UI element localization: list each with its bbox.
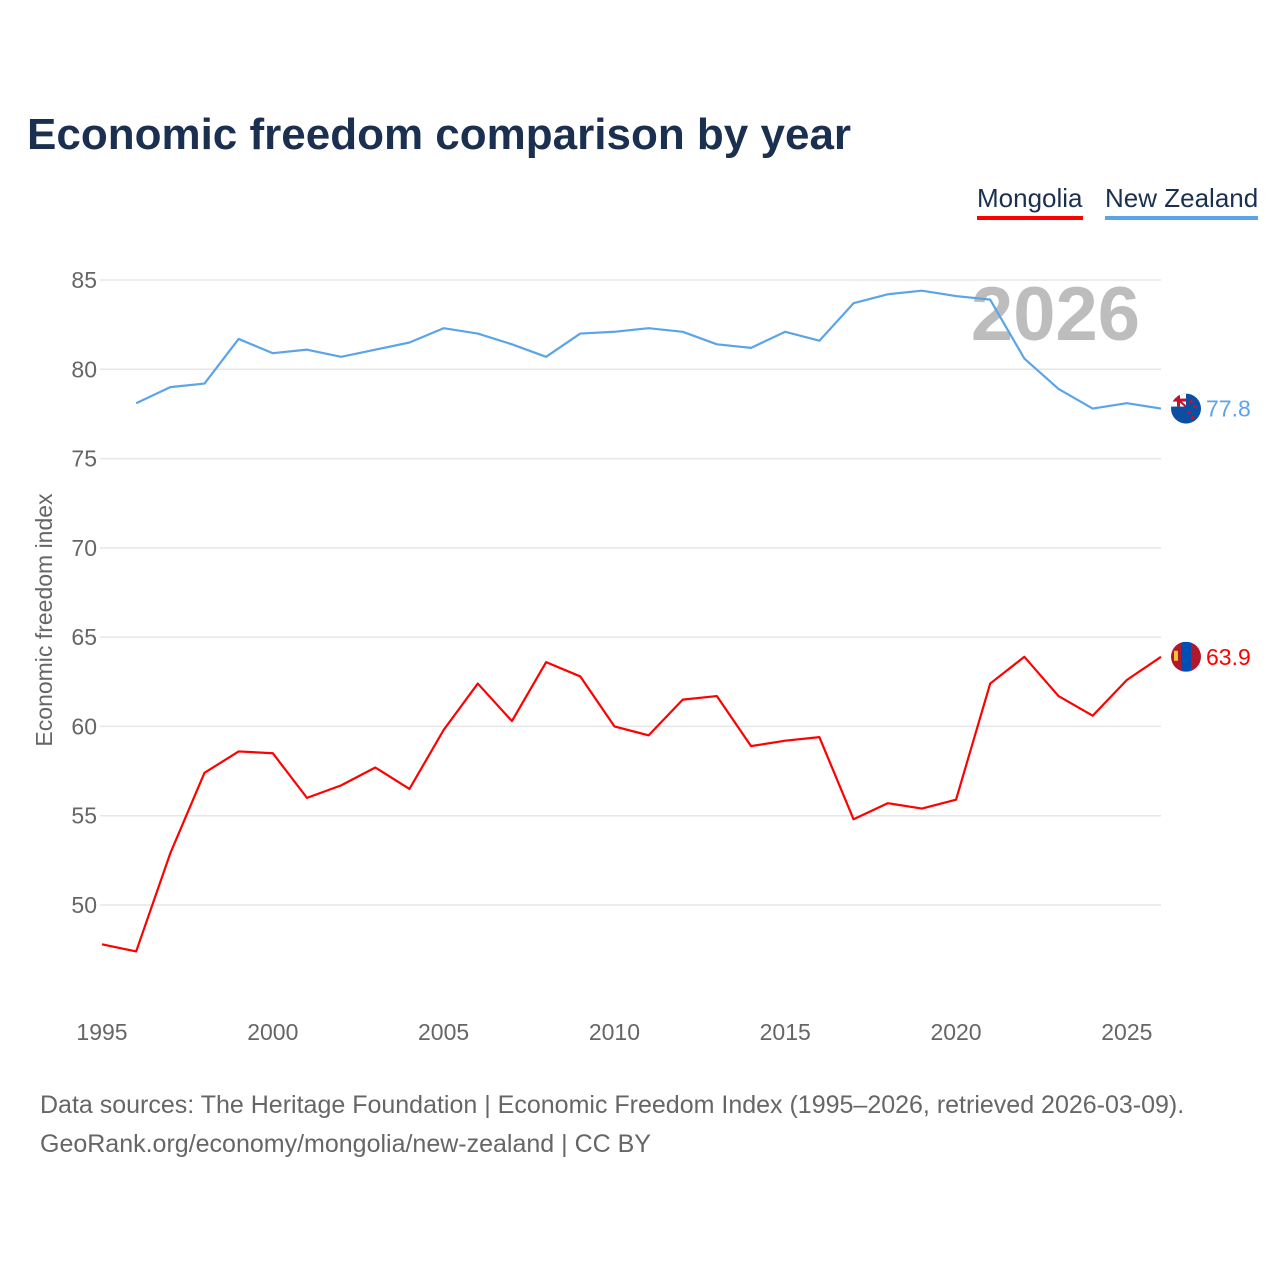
data-point[interactable] [134, 949, 138, 953]
data-point[interactable] [237, 337, 241, 341]
y-axis-label: Economic freedom index [31, 493, 57, 747]
data-point[interactable] [852, 817, 856, 821]
data-point[interactable] [202, 382, 206, 386]
data-point[interactable] [1022, 655, 1026, 659]
data-point[interactable] [749, 346, 753, 350]
data-point[interactable] [442, 728, 446, 732]
y-tick-label: 55 [71, 803, 97, 829]
data-point[interactable] [237, 749, 241, 753]
data-point[interactable] [100, 942, 104, 946]
data-point[interactable] [271, 351, 275, 355]
data-point[interactable] [988, 682, 992, 686]
data-point[interactable] [1057, 387, 1061, 391]
data-point[interactable] [1022, 357, 1026, 361]
data-point[interactable] [681, 698, 685, 702]
data-point[interactable] [510, 719, 514, 723]
x-tick-label: 2025 [1101, 1019, 1152, 1045]
data-point[interactable] [476, 332, 480, 336]
year-watermark: 2026 [971, 272, 1140, 357]
data-point[interactable] [168, 385, 172, 389]
data-point[interactable] [271, 751, 275, 755]
data-point[interactable] [578, 332, 582, 336]
new-zealand-flag-icon [1171, 393, 1201, 424]
data-point[interactable] [1091, 407, 1095, 411]
data-point[interactable] [715, 342, 719, 346]
series-line-new-zealand [135, 289, 1162, 410]
source-text: Data sources: The Heritage Foundation | … [40, 1091, 1185, 1119]
end-value-label: 77.8 [1206, 396, 1251, 422]
data-point[interactable] [886, 292, 890, 296]
data-point[interactable] [1125, 401, 1129, 405]
data-point[interactable] [578, 674, 582, 678]
data-point[interactable] [715, 694, 719, 698]
data-point[interactable] [612, 724, 616, 728]
x-tick-label: 2015 [760, 1019, 811, 1045]
data-point[interactable] [1159, 655, 1163, 659]
data-point[interactable] [168, 851, 172, 855]
legend-item-new-zealand[interactable]: New Zealand [1105, 183, 1259, 220]
y-tick-label: 85 [71, 267, 97, 293]
footer: Data sources: The Heritage Foundation | … [40, 1086, 1184, 1164]
data-point[interactable] [407, 341, 411, 345]
chart-title: Economic freedom comparison by year [27, 110, 852, 159]
data-point[interactable] [681, 330, 685, 334]
data-point[interactable] [612, 330, 616, 334]
y-tick-label: 80 [71, 356, 97, 382]
y-tick-label: 60 [71, 713, 97, 739]
x-tick-label: 2020 [930, 1019, 981, 1045]
data-point[interactable] [510, 342, 514, 346]
x-tick-label: 2010 [589, 1019, 640, 1045]
data-point[interactable] [544, 660, 548, 664]
data-point[interactable] [817, 339, 821, 343]
data-point[interactable] [647, 733, 651, 737]
data-point[interactable] [783, 739, 787, 743]
series-line-mongolia [101, 655, 1162, 953]
data-point[interactable] [373, 348, 377, 352]
end-value-label: 63.9 [1206, 644, 1251, 670]
data-point[interactable] [202, 771, 206, 775]
data-point[interactable] [954, 294, 958, 298]
data-point[interactable] [134, 401, 138, 405]
data-point[interactable] [886, 801, 890, 805]
data-point[interactable] [954, 798, 958, 802]
y-tick-label: 65 [71, 624, 97, 650]
data-point[interactable] [339, 355, 343, 359]
data-point[interactable] [305, 348, 309, 352]
data-point[interactable] [339, 783, 343, 787]
x-tick-label: 2005 [418, 1019, 469, 1045]
attribution-link[interactable]: GeoRank.org/economy/mongolia/new-zealand… [40, 1130, 651, 1158]
data-point[interactable] [1125, 678, 1129, 682]
data-point[interactable] [749, 744, 753, 748]
data-point[interactable] [988, 298, 992, 302]
data-point[interactable] [476, 682, 480, 686]
y-tick-label: 50 [71, 892, 97, 918]
y-tick-label: 75 [71, 446, 97, 472]
x-tick-label: 2000 [247, 1019, 298, 1045]
data-point[interactable] [1159, 407, 1163, 411]
data-point[interactable] [783, 330, 787, 334]
data-point[interactable] [647, 326, 651, 330]
data-point[interactable] [1091, 714, 1095, 718]
data-point[interactable] [407, 787, 411, 791]
mongolia-flag-icon [1171, 641, 1201, 672]
data-point[interactable] [920, 807, 924, 811]
data-point[interactable] [817, 735, 821, 739]
data-point[interactable] [305, 796, 309, 800]
legend-item-mongolia[interactable]: Mongolia [977, 183, 1083, 220]
data-point[interactable] [442, 326, 446, 330]
data-point[interactable] [920, 289, 924, 293]
data-point[interactable] [1057, 694, 1061, 698]
data-point[interactable] [544, 355, 548, 359]
data-point[interactable] [852, 301, 856, 305]
y-tick-label: 70 [71, 535, 97, 561]
data-point[interactable] [373, 766, 377, 770]
x-tick-label: 1995 [76, 1019, 127, 1045]
